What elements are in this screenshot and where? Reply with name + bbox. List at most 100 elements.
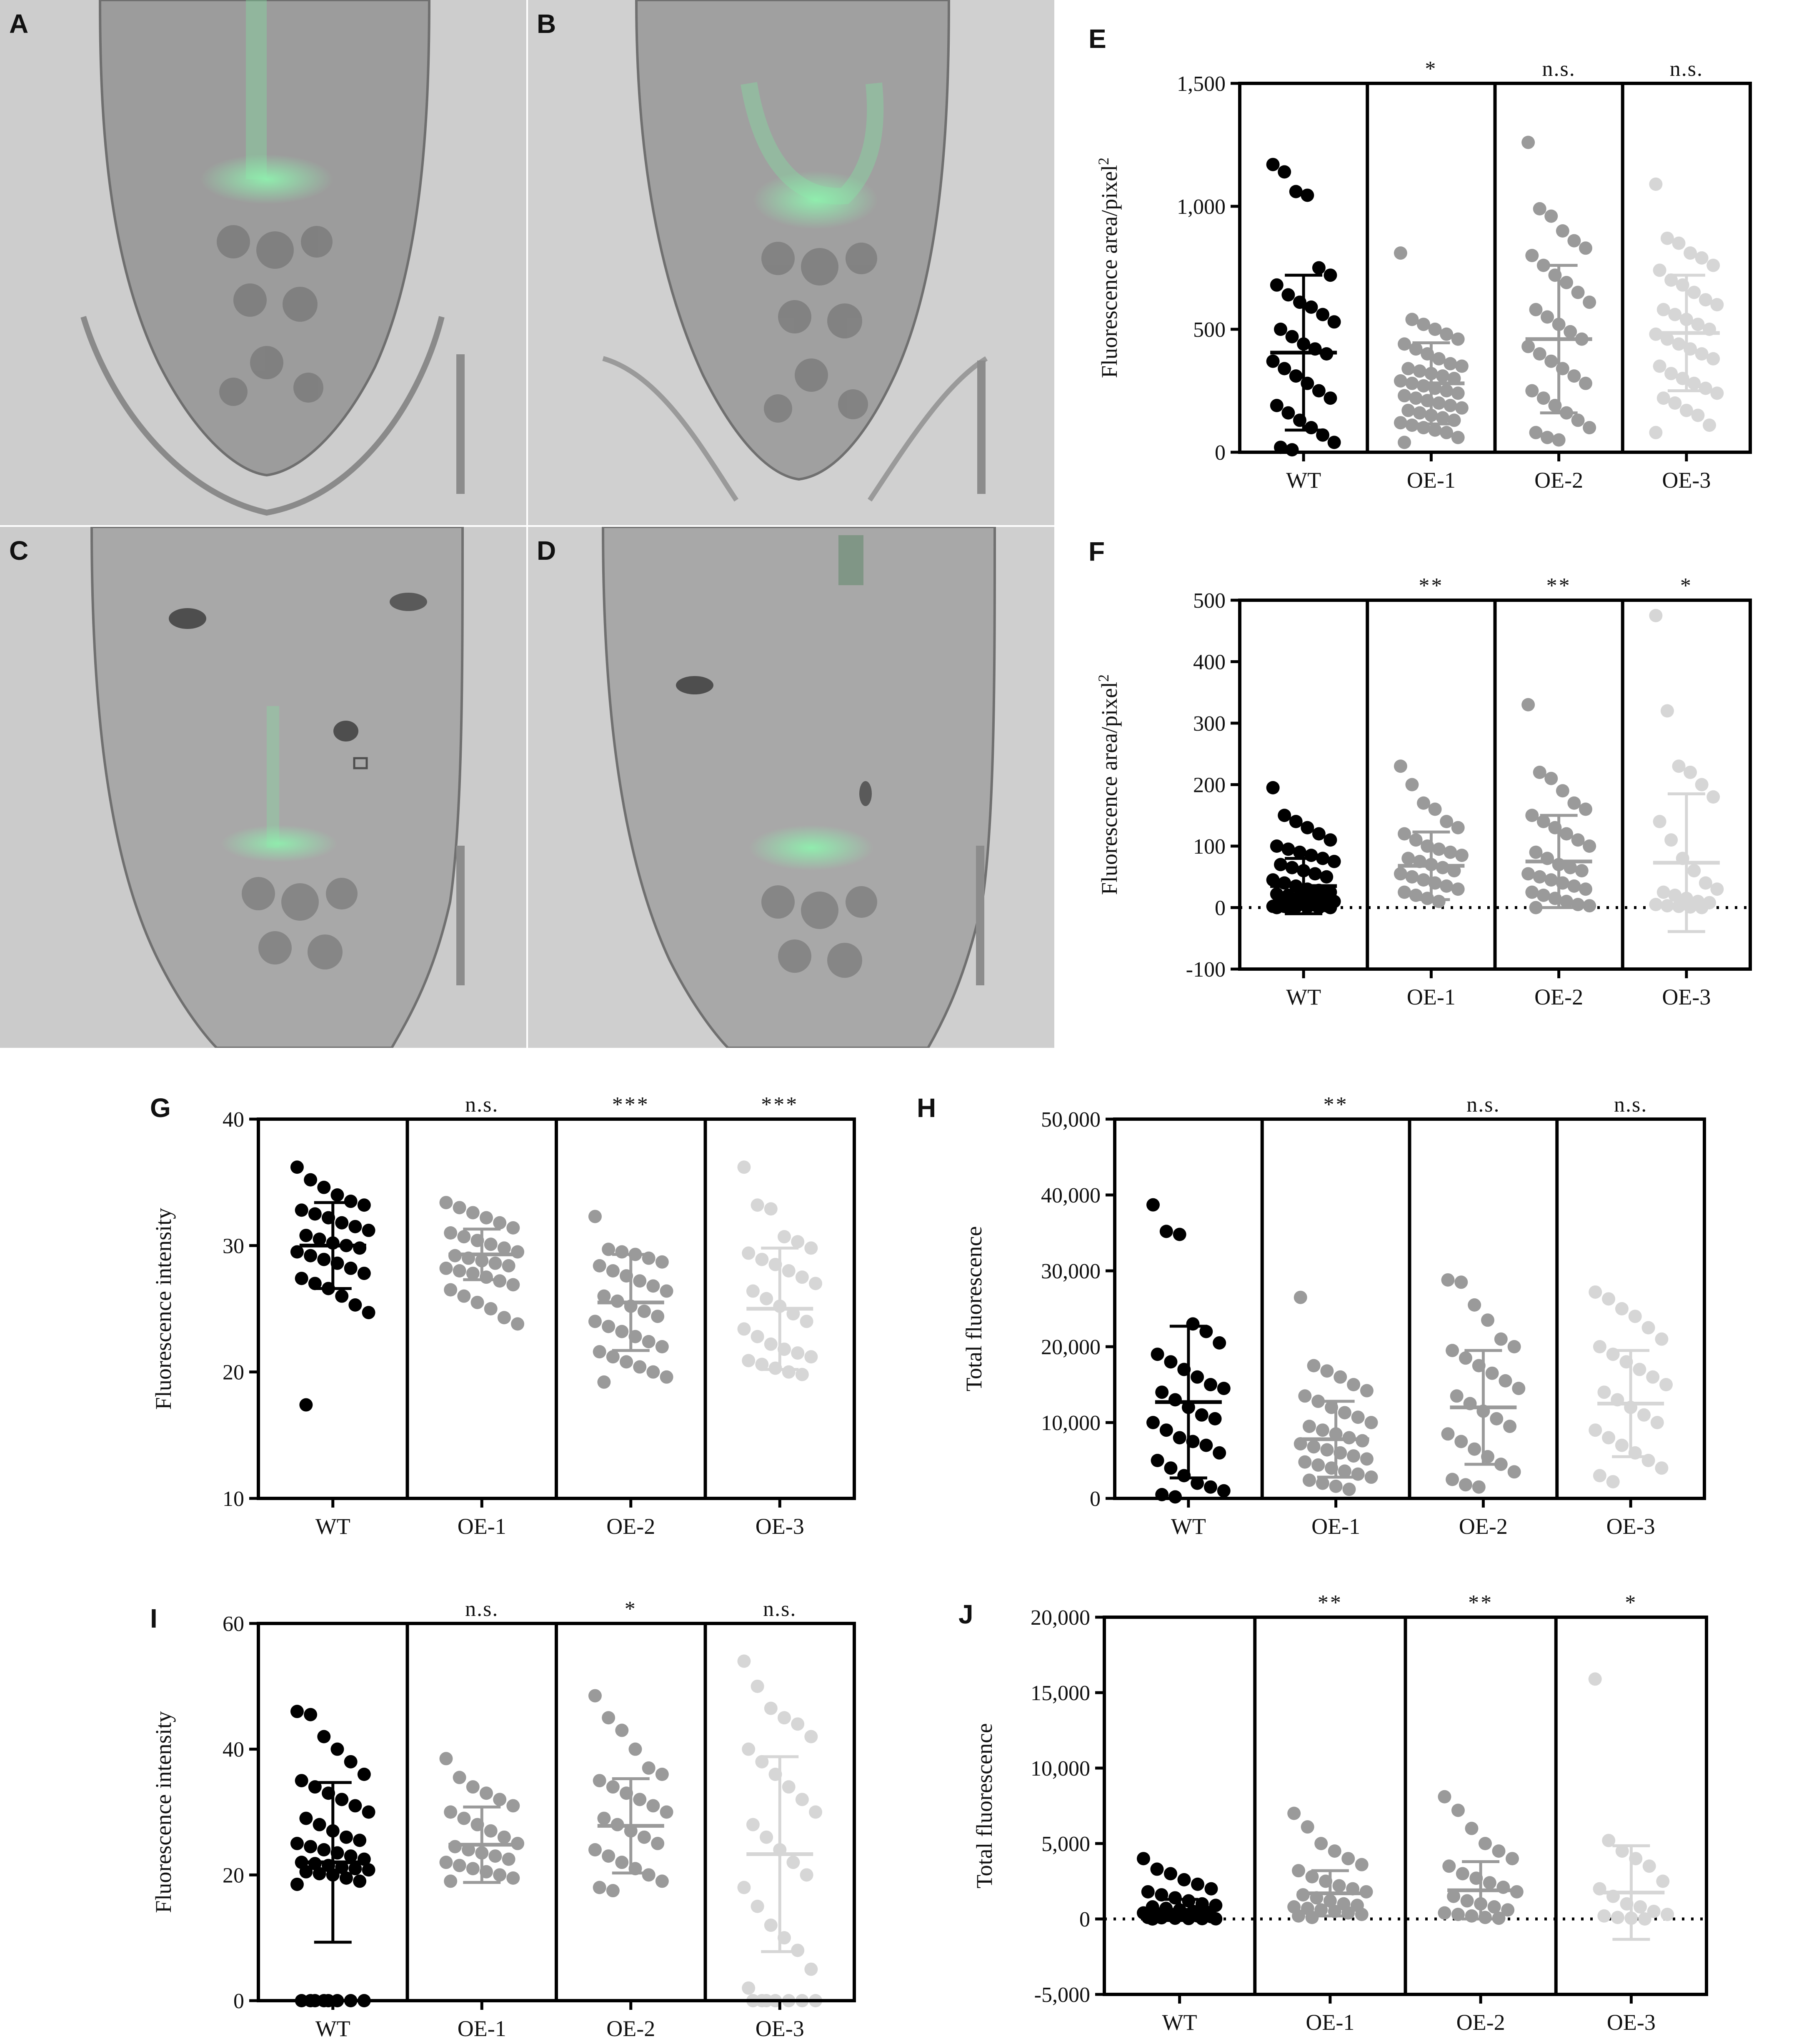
data-point — [1314, 1903, 1328, 1917]
data-point — [502, 1852, 515, 1866]
data-point — [1204, 1378, 1217, 1391]
chart-e: E 0 500 1,000 1,500 WT OE-1 OE-2 OE-3 * n.s. n.s. Fl… — [1088, 24, 1752, 493]
data-point — [782, 1264, 796, 1278]
significance-label: n.s. — [465, 1093, 498, 1117]
data-point — [1338, 1406, 1351, 1420]
data-point — [791, 1717, 805, 1731]
data-point — [1472, 1480, 1486, 1494]
series-oe-1 — [439, 1752, 525, 1888]
significance-label: * — [1425, 57, 1437, 81]
data-point — [1687, 864, 1701, 877]
data-point — [1490, 1412, 1504, 1425]
data-point — [1564, 325, 1577, 338]
data-point — [1281, 406, 1295, 420]
data-point — [1289, 185, 1303, 198]
data-point — [1521, 340, 1535, 353]
data-point — [1710, 882, 1724, 896]
data-point — [506, 1221, 520, 1235]
data-point — [1695, 901, 1709, 914]
data-point — [1656, 391, 1670, 405]
y-axis-label-superscript: 2 — [1095, 158, 1112, 165]
data-point — [1355, 1858, 1369, 1871]
data-point — [1278, 362, 1291, 376]
data-point — [1444, 357, 1457, 371]
data-point — [1653, 359, 1666, 373]
y-tick-label: 0 — [1215, 897, 1226, 920]
data-point — [1611, 1911, 1624, 1924]
data-point — [602, 1849, 616, 1863]
data-point — [299, 1865, 313, 1879]
data-point — [1413, 364, 1426, 378]
data-point — [295, 1774, 308, 1788]
data-point — [1217, 1484, 1231, 1498]
series-wt — [1266, 781, 1341, 915]
data-point — [1316, 428, 1330, 442]
data-point — [615, 1856, 629, 1869]
data-point — [1649, 177, 1663, 191]
data-point — [660, 1805, 673, 1819]
data-point — [1308, 867, 1322, 881]
data-point — [1159, 1225, 1173, 1238]
data-point — [1444, 398, 1457, 412]
data-point — [1606, 1475, 1620, 1488]
data-point — [646, 1799, 660, 1813]
panel-label-h: H — [917, 1093, 936, 1123]
data-point — [1521, 135, 1535, 149]
data-point — [777, 1711, 791, 1725]
y-tick-label: 400 — [1193, 651, 1226, 674]
significance-label: ** — [1419, 574, 1444, 598]
data-point — [633, 1274, 647, 1288]
data-point — [1503, 1420, 1517, 1433]
data-point — [1446, 1344, 1459, 1358]
data-point — [1417, 873, 1430, 887]
data-point — [1571, 413, 1585, 427]
data-point — [1409, 342, 1423, 356]
data-point — [751, 1198, 764, 1212]
significance-label: n.s. — [1466, 1093, 1500, 1117]
data-point — [444, 1805, 458, 1819]
data-point — [1394, 759, 1407, 773]
data-point — [660, 1370, 673, 1384]
data-point — [1360, 1384, 1374, 1398]
micrograph-a — [0, 0, 526, 525]
data-point — [453, 1264, 466, 1278]
data-point — [1664, 367, 1678, 381]
data-point — [1274, 858, 1287, 872]
data-point — [1660, 332, 1674, 346]
data-point — [1468, 1298, 1481, 1312]
data-point — [1579, 802, 1592, 816]
series-oe-2 — [1441, 1273, 1526, 1494]
data-point — [439, 1261, 453, 1275]
data-point — [1146, 1416, 1160, 1429]
y-tick-label: 20,000 — [1031, 1606, 1090, 1630]
data-point — [742, 1742, 756, 1756]
data-point — [339, 1871, 353, 1885]
x-tick-label: WT — [1171, 1514, 1206, 1539]
data-point — [1312, 901, 1326, 914]
data-point — [1588, 1672, 1602, 1686]
data-point — [751, 1330, 764, 1343]
data-point — [1432, 894, 1446, 908]
data-point — [1684, 246, 1697, 260]
significance-label: ** — [1546, 574, 1571, 598]
data-point — [1146, 1912, 1159, 1926]
significance-label: n.s. — [1614, 1093, 1647, 1117]
data-point — [1597, 1909, 1611, 1923]
data-point — [1301, 188, 1314, 202]
data-point — [593, 1259, 606, 1272]
data-point — [1270, 398, 1284, 412]
data-point — [1465, 1821, 1479, 1835]
data-point — [1163, 1867, 1177, 1881]
data-point — [1556, 224, 1569, 238]
data-point — [313, 1818, 326, 1831]
data-point — [637, 1305, 651, 1318]
data-point — [1637, 1408, 1651, 1422]
data-point — [1307, 1440, 1321, 1454]
data-point — [1451, 386, 1465, 400]
data-point — [439, 1856, 453, 1869]
data-point — [1428, 423, 1442, 437]
micrograph-b — [528, 0, 1054, 525]
data-point — [1159, 1423, 1173, 1437]
data-point — [1440, 879, 1454, 893]
data-point — [295, 1203, 308, 1217]
